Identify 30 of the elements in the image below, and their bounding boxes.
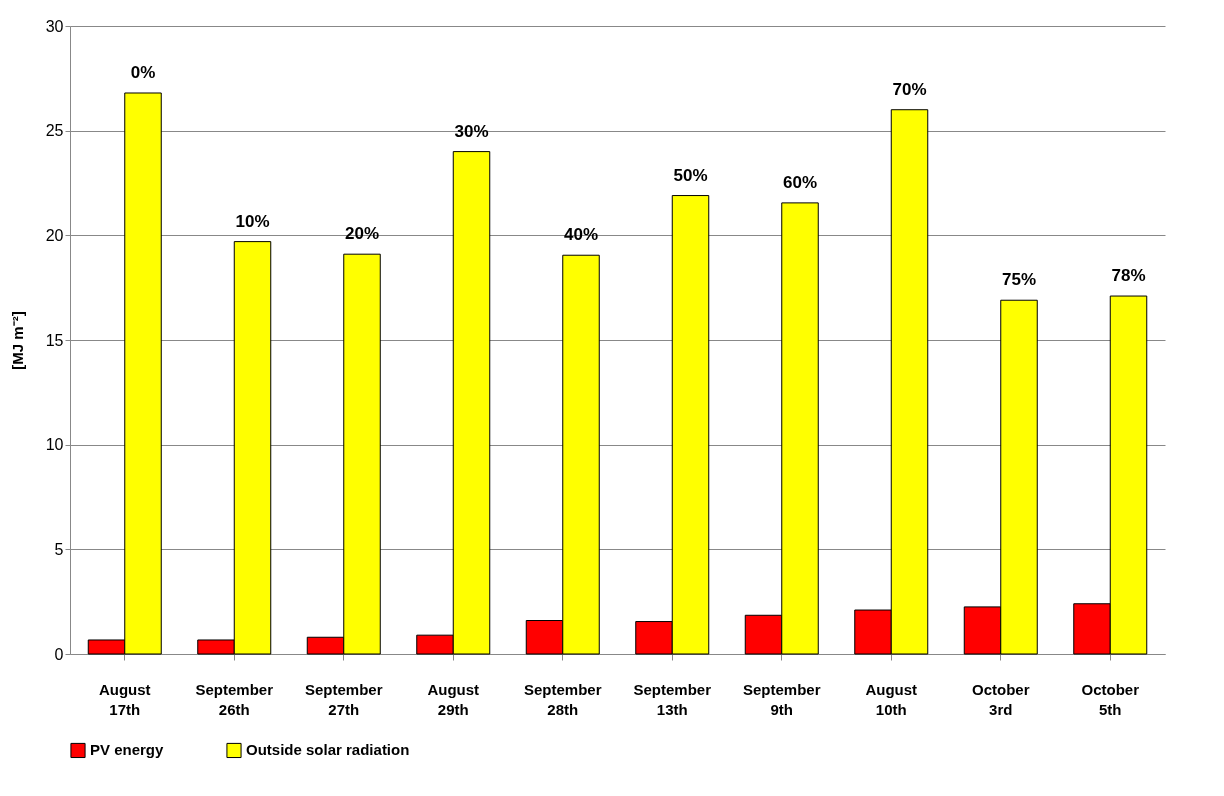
x-tick-label: September 9th [742, 680, 821, 718]
x-tick-label: August 17th [98, 680, 151, 718]
x-tick-label: October 5th [1081, 680, 1140, 718]
x-tick-label: August 29th [427, 680, 480, 718]
x-tick-label: September 26th [195, 680, 274, 718]
y-tick-label: 5 [54, 540, 64, 558]
x-tick-label: September 13th [633, 680, 712, 718]
y-tick-label: 10 [45, 436, 64, 454]
annotation: 30% [454, 121, 489, 141]
annotation: 78% [1111, 266, 1146, 286]
x-tick-label: September 27th [304, 680, 383, 718]
y-tick-label: 30 [45, 17, 64, 35]
y-tick-label: 20 [45, 226, 64, 244]
y-tick-label: 15 [45, 331, 64, 349]
legend-label: PV energy [90, 741, 165, 759]
x-tick-label: August 10th [865, 680, 918, 718]
legend-label: Outside solar radiation [246, 741, 410, 759]
annotation: 50% [673, 165, 708, 185]
annotation: 10% [235, 211, 270, 231]
y-tick-label: 25 [45, 122, 64, 140]
annotation: 20% [344, 224, 380, 244]
y-tick-label: 0 [54, 645, 64, 663]
annotation: 0% [130, 62, 156, 82]
annotation: 40% [563, 225, 599, 245]
x-tick-label: September 28th [523, 680, 602, 718]
annotation: 75% [1001, 270, 1037, 290]
annotation: 60% [782, 172, 818, 192]
x-tick-label: October 3rd [971, 680, 1030, 718]
annotation: 70% [892, 79, 927, 99]
y-axis-title: [MJ m⁻²] [8, 311, 26, 370]
